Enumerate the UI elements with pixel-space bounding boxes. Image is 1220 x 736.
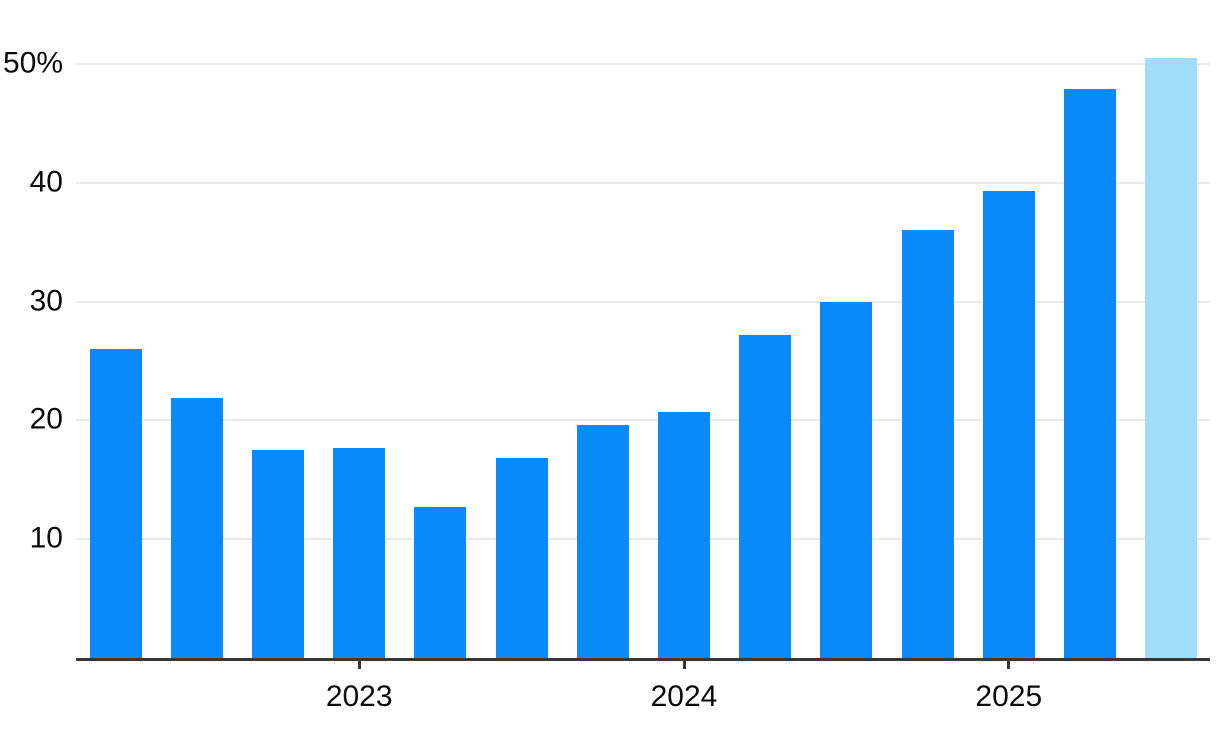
- bar: [171, 398, 223, 658]
- bar: [902, 230, 954, 658]
- x-tick-label: 2025: [975, 680, 1043, 713]
- bar: [577, 425, 629, 658]
- bar: [496, 458, 548, 658]
- bar: [90, 349, 142, 658]
- gridline: [76, 300, 1210, 303]
- gridline: [76, 181, 1210, 184]
- x-tick-label: 2024: [650, 680, 718, 713]
- x-tick-mark: [358, 661, 361, 669]
- y-tick-label: 10: [29, 521, 63, 555]
- y-tick-label: 40: [29, 165, 63, 199]
- bar: [658, 412, 710, 658]
- bar: [820, 302, 872, 658]
- y-tick-label: 30: [29, 283, 63, 317]
- bar: [252, 450, 304, 658]
- bar-highlighted: [1145, 58, 1197, 658]
- x-tick-mark: [1007, 661, 1010, 669]
- bar: [1064, 89, 1116, 658]
- y-tick-label: 20: [29, 402, 63, 436]
- gridline: [76, 538, 1210, 541]
- x-axis-line: [76, 658, 1210, 661]
- y-tick-label: 50%: [2, 46, 63, 80]
- bar: [739, 335, 791, 658]
- bar: [983, 191, 1035, 658]
- x-tick-mark: [683, 661, 686, 669]
- x-tick-label: 2023: [325, 680, 393, 713]
- gridline: [76, 419, 1210, 422]
- gridline: [76, 63, 1210, 65]
- bar: [333, 448, 385, 658]
- bar: [414, 507, 466, 658]
